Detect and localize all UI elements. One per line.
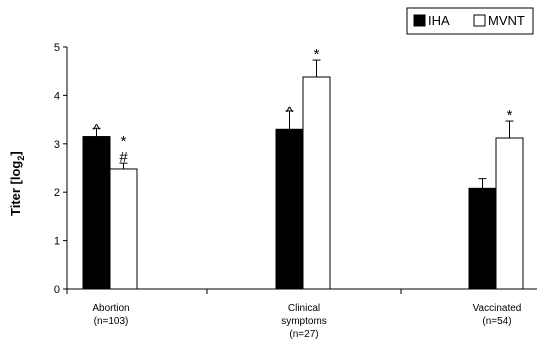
bars	[82, 59, 524, 290]
y-axis-label: Titer [log2]	[8, 151, 26, 216]
x-category-label: Vaccinated	[473, 303, 522, 314]
x-category-label: (n=54)	[482, 316, 511, 327]
y-tick-label: 2	[54, 187, 60, 199]
legend-label: IHA	[428, 13, 450, 28]
bar-mvnt	[495, 137, 524, 290]
legend-label: MVNT	[488, 13, 525, 28]
bar-mvnt	[302, 76, 331, 290]
significance-marker: *	[314, 46, 320, 63]
significance-marker: ^	[93, 121, 100, 138]
bar-iha	[275, 128, 304, 290]
legend: IHA MVNT	[406, 7, 534, 35]
significance-marker: #	[119, 149, 128, 166]
x-category-label: symptoms	[281, 316, 327, 327]
y-tick-label: 1	[54, 236, 60, 248]
x-category-label: Clinical	[288, 303, 320, 314]
legend-swatch-mvnt	[473, 14, 486, 27]
y-axis: 0 1 2 3 4 5	[54, 42, 68, 296]
bar-mvnt	[109, 168, 138, 290]
x-axis: Abortion (n=103) Clinical symptoms (n=27) Vac…	[66, 288, 537, 340]
significance-marker: *	[121, 133, 127, 150]
y-axis-label-close: ]	[8, 151, 23, 155]
y-tick-label: 4	[54, 90, 60, 102]
significance-marker: ^	[286, 104, 293, 121]
x-category-label: Abortion	[92, 303, 129, 314]
legend-box	[406, 7, 534, 35]
significance-marker: *	[507, 107, 513, 124]
y-tick-label: 0	[54, 284, 60, 296]
annotations: ^#*^**	[93, 46, 513, 166]
x-category-label: (n=27)	[289, 329, 318, 340]
y-axis-label-main: Titer [log	[8, 161, 23, 216]
bar-iha	[82, 136, 111, 290]
legend-swatch-iha	[413, 14, 426, 27]
y-tick-label: 5	[54, 42, 60, 54]
bar-iha	[468, 187, 497, 290]
y-axis-label-sub: 2	[16, 156, 26, 161]
x-category-label: (n=103)	[94, 316, 129, 327]
y-tick-label: 3	[54, 139, 60, 151]
